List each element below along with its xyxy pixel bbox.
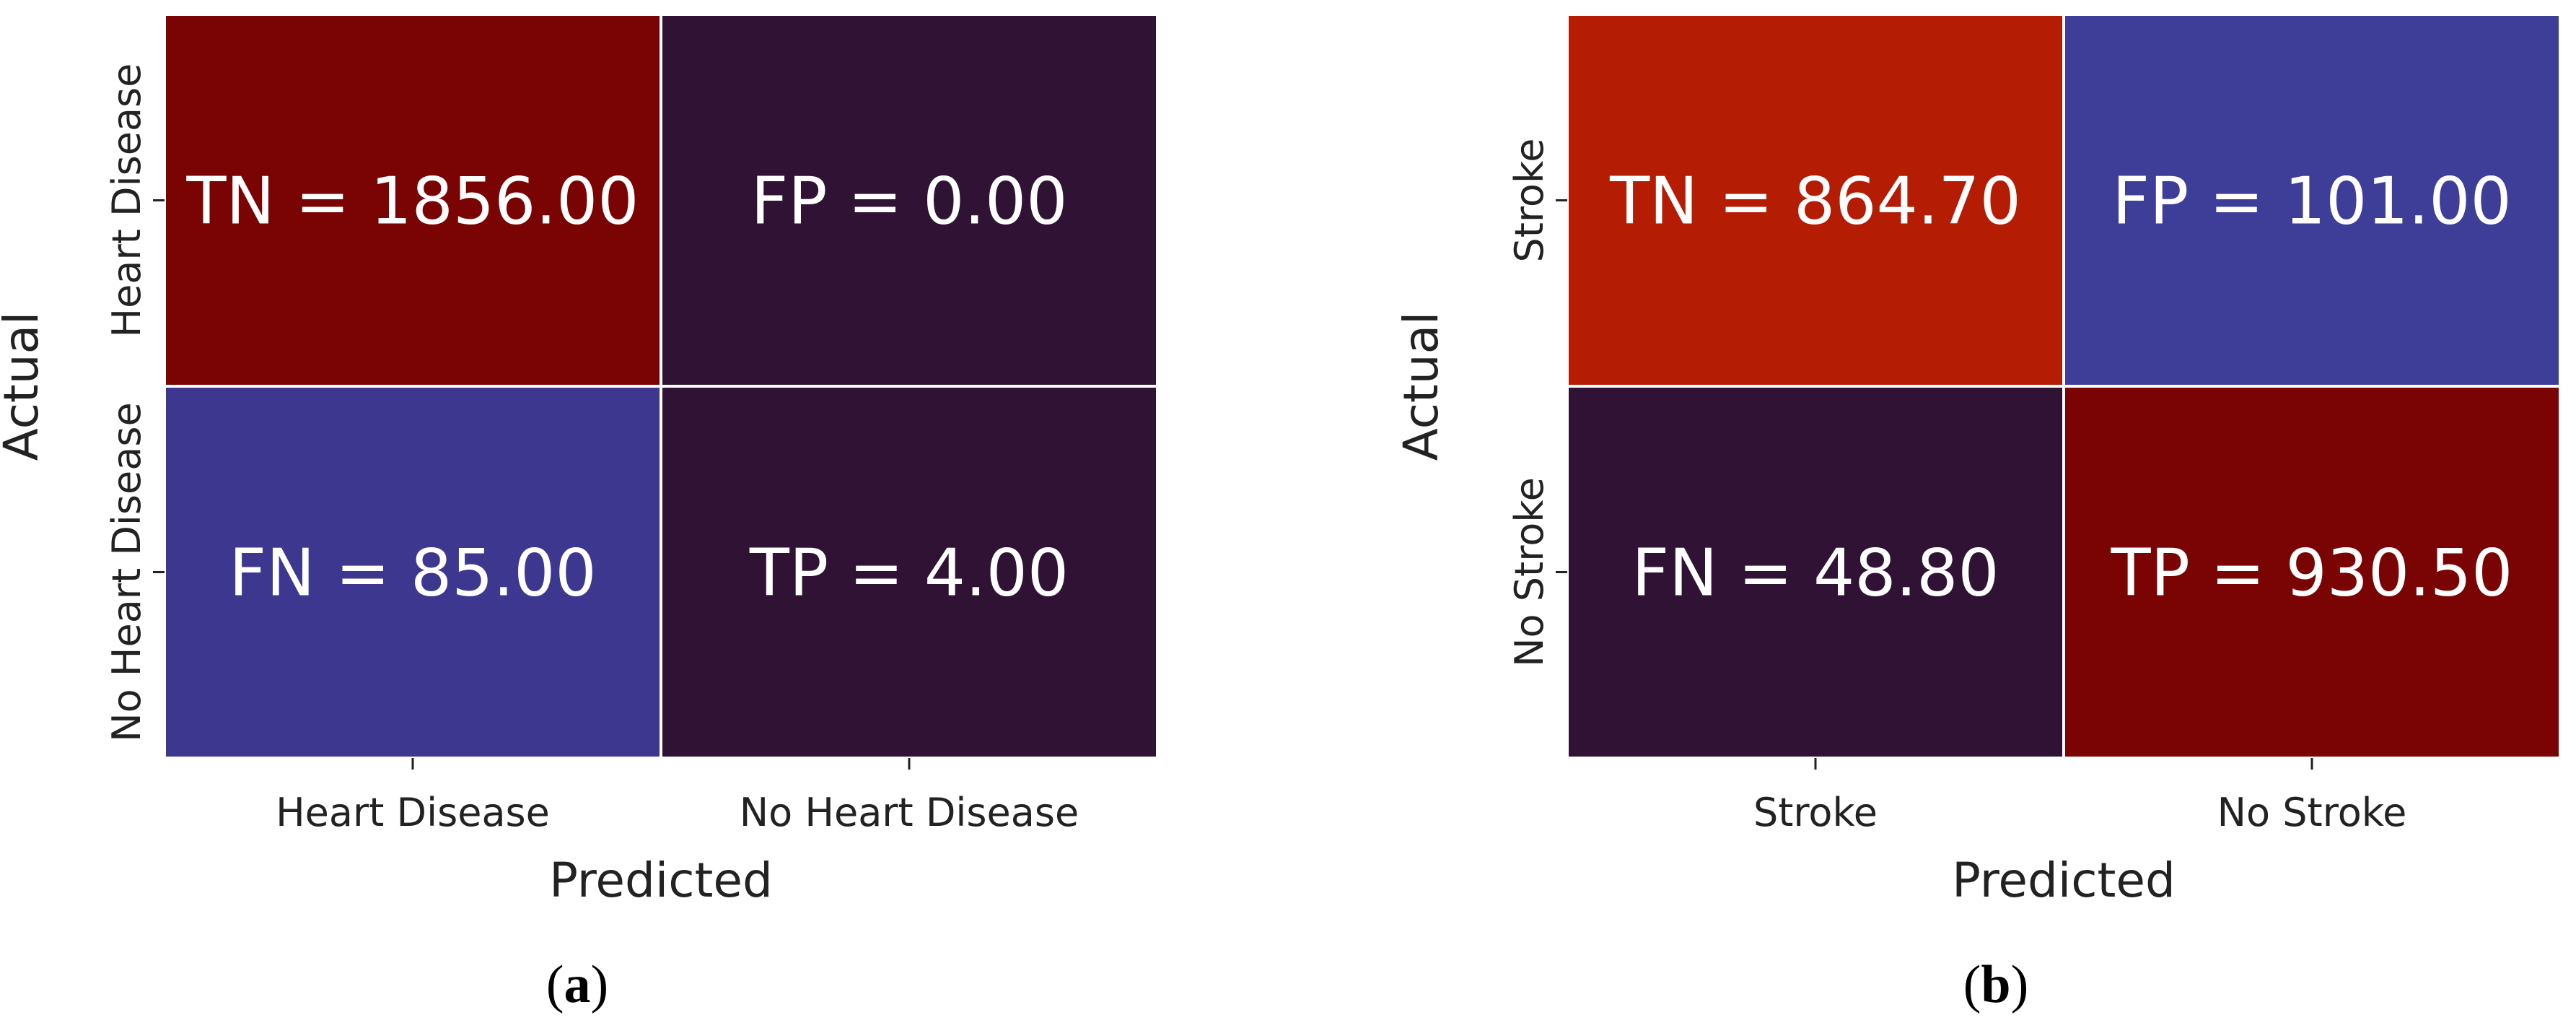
heatmap-cell xyxy=(660,385,1159,759)
heatmap-cell xyxy=(2062,385,2562,759)
cell-value-label: TN = 864.70 xyxy=(1609,164,2021,240)
heatmap-cell xyxy=(163,385,662,759)
y-tick-label: Stroke xyxy=(1507,138,1552,262)
caption-letter: b xyxy=(1981,955,2010,1014)
cell-value-label: FN = 85.00 xyxy=(229,536,596,611)
heatmap-cell xyxy=(1566,385,2065,759)
x-tick-label: Stroke xyxy=(1753,790,1878,835)
y-axis-title: Actual xyxy=(1393,312,1449,461)
caption-close-paren: ) xyxy=(591,955,609,1014)
heatmap-cell xyxy=(2062,13,2562,388)
heatmap-cell xyxy=(163,13,662,388)
cell-value-label: FN = 48.80 xyxy=(1631,536,1999,611)
cell-value-label: TP = 930.50 xyxy=(2111,536,2513,611)
cell-value-label: TP = 4.00 xyxy=(749,536,1069,611)
x-axis-title: Predicted xyxy=(549,853,773,908)
y-tick-label: No Heart Disease xyxy=(104,402,149,741)
y-tick-label: Heart Disease xyxy=(104,64,149,338)
x-tick-label: No Heart Disease xyxy=(740,790,1079,835)
y-axis-title: Actual xyxy=(0,312,49,461)
y-tick-label: No Stroke xyxy=(1507,477,1552,667)
x-tick-label: No Stroke xyxy=(2217,790,2407,835)
caption-open-paren: ( xyxy=(1963,955,1981,1014)
x-tick-label: Heart Disease xyxy=(276,790,550,835)
confusion-matrix-panel-b: TN = 864.70 FP = 101.00 FN = 48.80 TP = 930… xyxy=(1393,13,2562,1014)
heatmap-cell xyxy=(660,13,1159,388)
caption-close-paren: ) xyxy=(2011,955,2029,1014)
cell-value-label: TN = 1856.00 xyxy=(185,164,639,240)
panel-caption: (b) xyxy=(1963,955,2028,1014)
caption-letter: a xyxy=(564,955,591,1014)
caption-open-paren: ( xyxy=(546,955,564,1014)
confusion-matrix-panel-a: TN = 1856.00 FP = 0.00 FN = 85.00 TP = 4.00… xyxy=(0,13,1159,1014)
cell-value-label: FP = 0.00 xyxy=(750,164,1067,240)
x-axis-title: Predicted xyxy=(1952,853,2176,908)
panel-caption: (a) xyxy=(546,955,608,1014)
cell-value-label: FP = 101.00 xyxy=(2112,164,2512,240)
